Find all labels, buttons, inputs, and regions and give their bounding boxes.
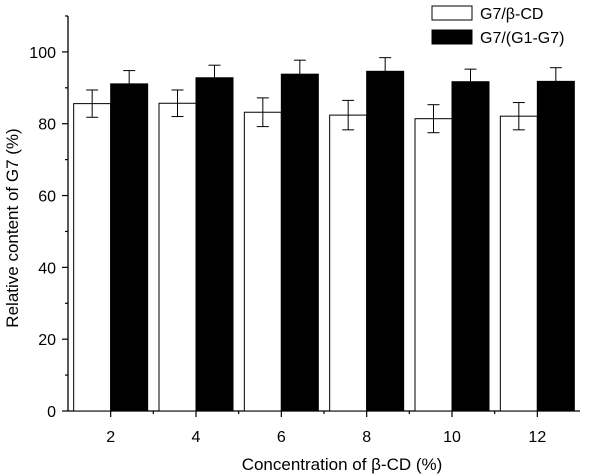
x-tick-label: 12 [528, 429, 546, 446]
y-tick-label: 0 [47, 404, 56, 421]
bar-g7-beta-cd [499, 115, 538, 412]
x-tick-label: 6 [277, 429, 286, 446]
bar-g7-beta-cd [243, 111, 282, 412]
legend-swatch [431, 29, 473, 45]
y-tick-label: 40 [38, 260, 56, 277]
bar-g7-g1-g7 [280, 73, 319, 412]
x-tick-label: 10 [443, 429, 461, 446]
legend: G7/β-CD G7/(G1-G7) [431, 5, 564, 47]
y-tick-label: 100 [29, 45, 56, 62]
bar-g7-beta-cd [414, 118, 453, 412]
bar-g7-g1-g7 [536, 80, 575, 412]
error-bars [86, 57, 562, 134]
bar-g7-beta-cd [158, 102, 197, 412]
y-tick-label: 60 [38, 189, 56, 206]
x-tick-label: 2 [106, 429, 115, 446]
bar-g7-g1-g7 [110, 83, 149, 412]
y-tick-label: 80 [38, 117, 56, 134]
y-tick-label: 20 [38, 332, 56, 349]
y-ticks: 0 20 40 60 80 100 [29, 15, 68, 421]
bars [73, 70, 575, 412]
bar-g7-g1-g7 [195, 77, 234, 412]
legend-swatch [431, 5, 473, 21]
x-axis-title: Concentration of β-CD (%) [242, 455, 443, 474]
x-ticks: 2 4 6 8 10 12 [106, 411, 546, 446]
legend-label: G7/β-CD [480, 6, 543, 23]
bar-g7-g1-g7 [451, 81, 490, 412]
y-axis-title: Relative content of G7 (%) [3, 128, 22, 327]
bar-g7-beta-cd [329, 114, 368, 412]
x-tick-label: 8 [362, 429, 371, 446]
bar-g7-g1-g7 [366, 70, 405, 412]
x-tick-label: 4 [192, 429, 201, 446]
bar-g7-beta-cd [73, 103, 112, 412]
legend-label: G7/(G1-G7) [480, 30, 564, 47]
